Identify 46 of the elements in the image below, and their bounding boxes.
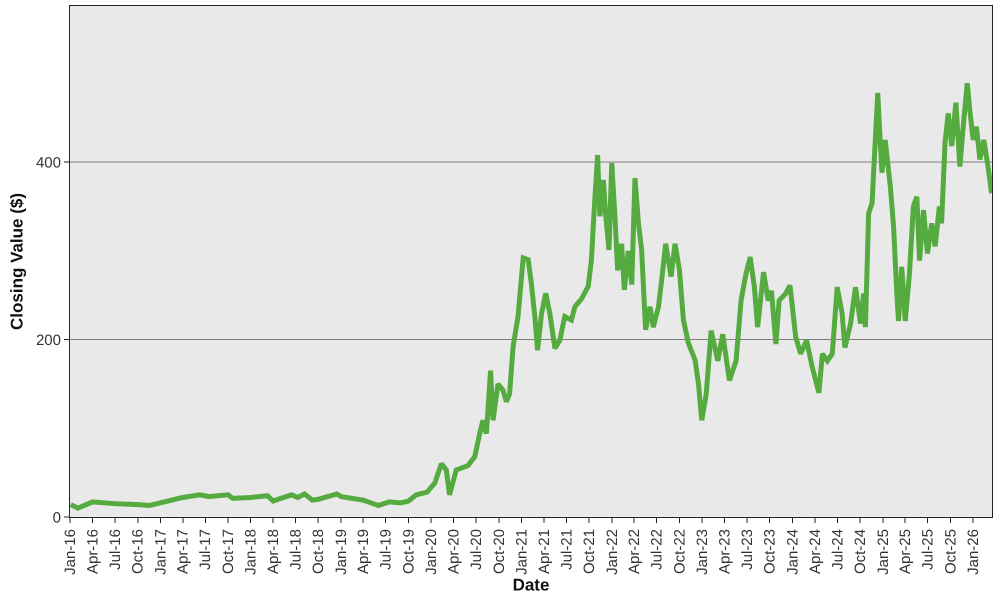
x-tick-label: Oct-24 [852,529,870,574]
x-tick-label: Jul-16 [106,529,124,570]
x-tick-label: Oct-23 [762,529,779,574]
x-tick-label: Jul-21 [558,529,576,570]
y-tick-label: 200 [36,332,61,349]
x-tick-label: Jan-18 [242,529,260,575]
x-tick-label: Apr-17 [174,529,192,574]
x-tick-label: Apr-25 [897,529,914,574]
x-tick-label: Jul-17 [197,529,214,570]
x-tick-label: Oct-17 [220,529,237,574]
y-tick-label: 0 [52,509,61,526]
x-tick-label: Apr-16 [84,529,102,574]
x-tick-label: Jul-24 [829,529,846,570]
x-tick-label: Jan-25 [874,529,892,575]
x-tick-label: Jul-18 [287,529,304,570]
x-tick-label: Jul-22 [648,529,666,570]
x-tick-label: Jul-20 [468,529,486,570]
x-tick-label: Jan-23 [694,529,712,575]
x-tick-label: Apr-23 [716,529,734,574]
x-tick-label: Oct-21 [581,529,598,574]
x-tick-label: Oct-18 [310,529,328,574]
x-tick-label: Oct-25 [942,529,960,574]
x-tick-label: Oct-16 [130,529,147,574]
x-tick-label: Jan-22 [604,529,621,575]
x-tick-label: Jan-21 [514,529,531,575]
x-tick-label: Apr-22 [626,529,644,574]
x-tick-label: Jul-19 [378,529,395,570]
x-tick-label: Jan-16 [62,529,79,575]
x-tick-label: Apr-20 [446,529,463,574]
x-tick-label: Oct-20 [490,529,508,574]
y-tick-label: 400 [36,154,61,172]
x-tick-label: Jan-19 [332,529,350,575]
x-tick-label: Apr-24 [806,529,824,574]
x-tick-label: Apr-21 [536,529,553,574]
x-tick-label: Jan-26 [965,529,982,575]
x-tick-label: Jan-24 [784,529,802,575]
x-tick-label: Oct-19 [400,529,418,574]
x-tick-label: Jan-20 [423,529,440,575]
x-tick-label: Jan-17 [152,529,170,575]
x-tick-label: Jul-23 [738,529,756,570]
x-tick-label: Jul-25 [920,529,937,570]
x-axis-title: Date [512,575,550,594]
y-axis-title: Closing Value ($) [8,193,27,330]
x-tick-label: Apr-19 [355,529,372,574]
x-tick-label: Apr-18 [264,529,282,574]
x-tick-label: Oct-22 [671,529,688,574]
